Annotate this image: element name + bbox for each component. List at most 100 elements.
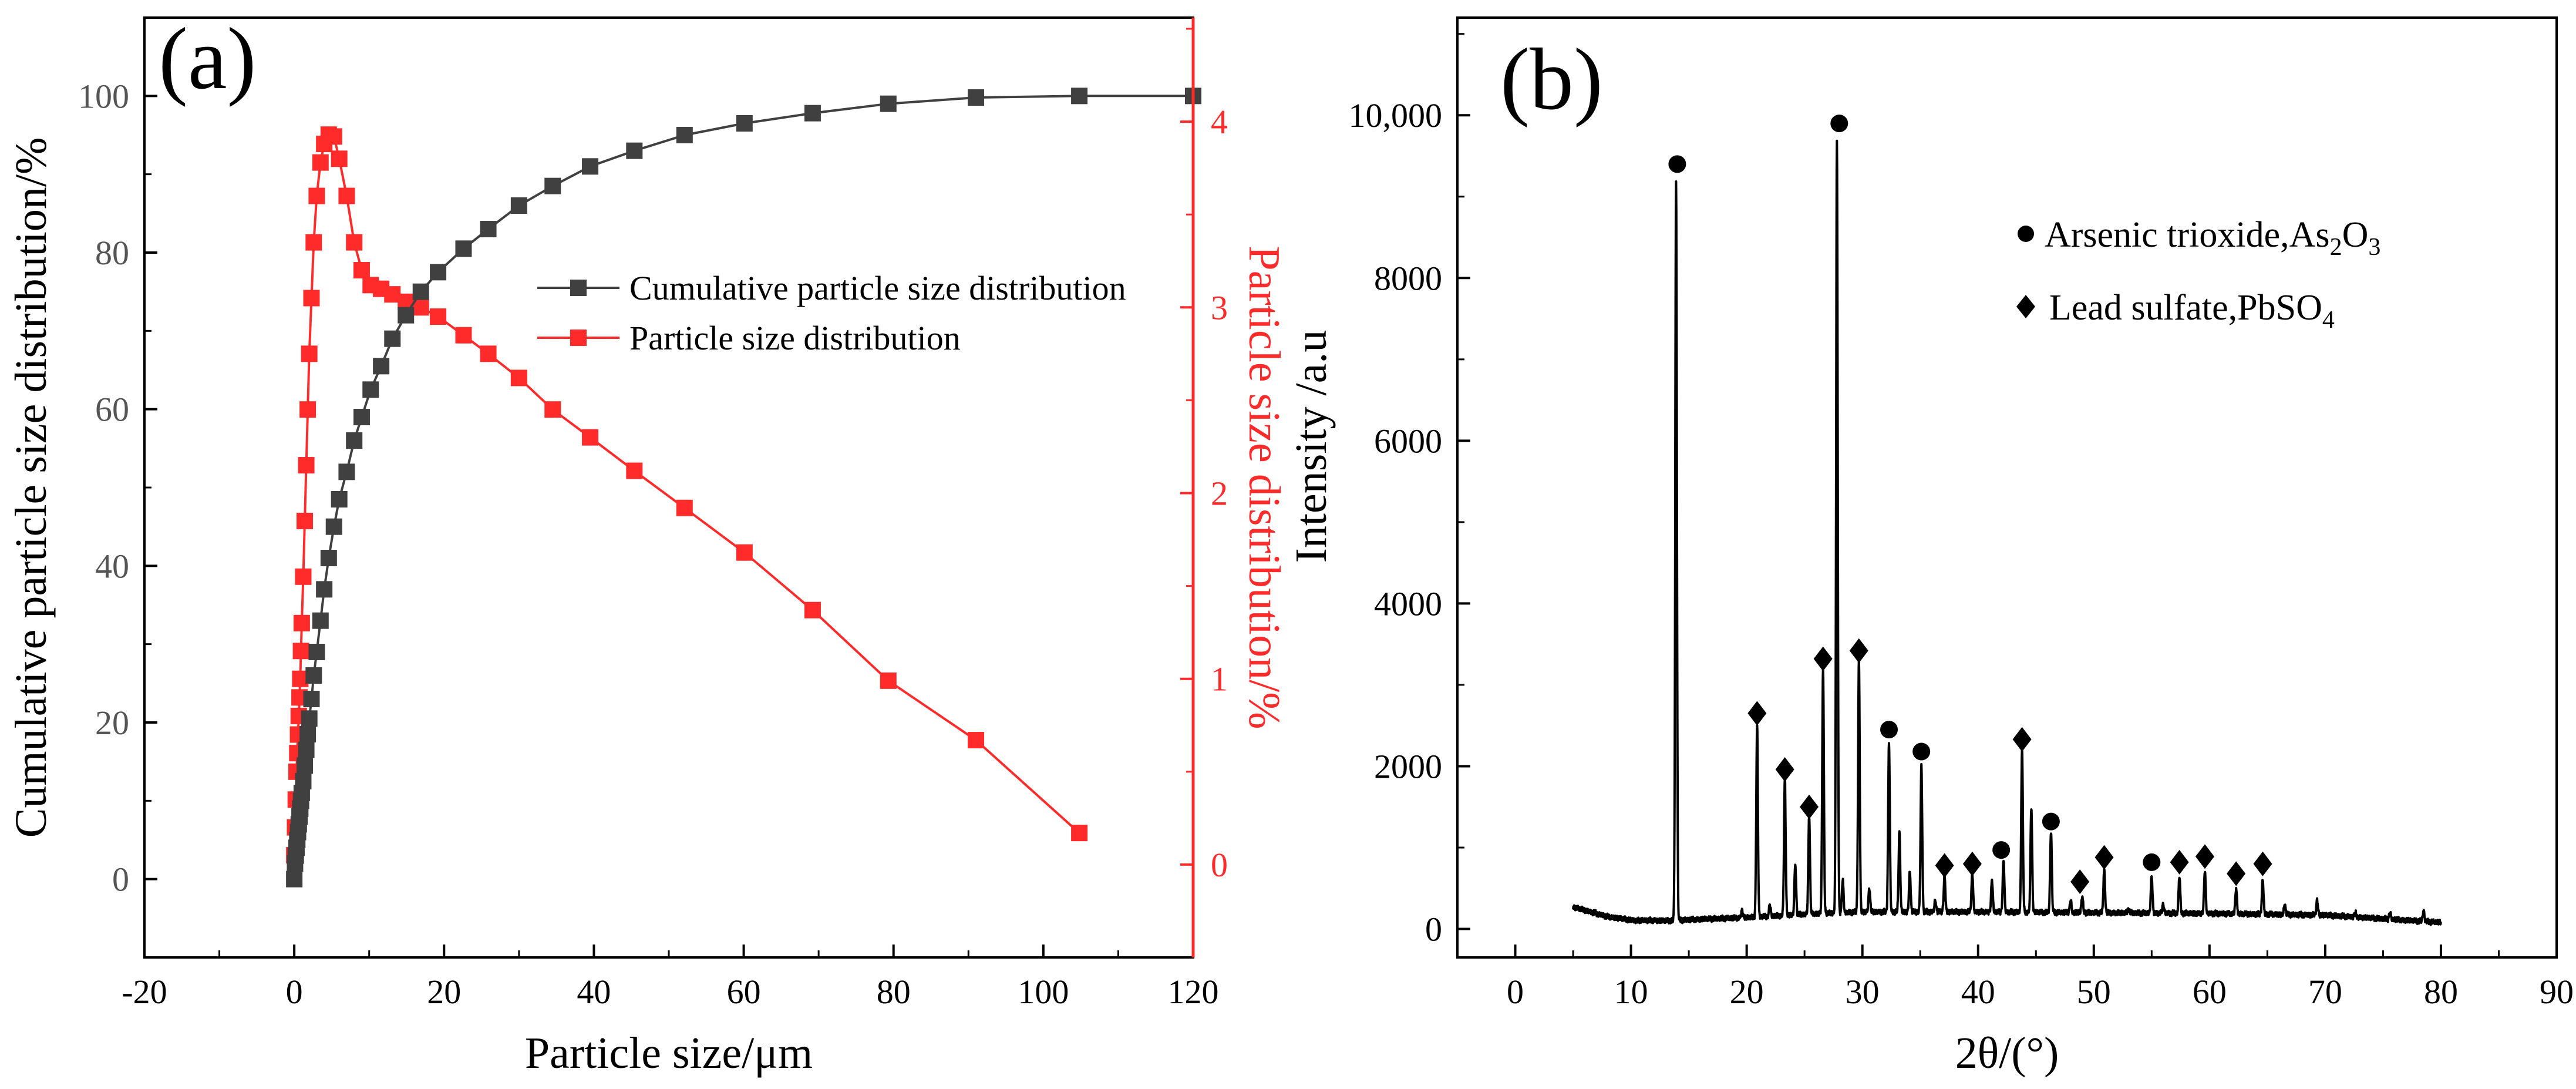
cumulative-point — [480, 221, 497, 237]
cumulative-point — [331, 491, 348, 507]
panel-a-left-y-tick-label: 0 — [112, 861, 129, 899]
distribution-point — [346, 234, 363, 251]
lead-sulfate-peak-marker — [2170, 849, 2189, 875]
panel-b-y-tick-label: 4000 — [1374, 584, 1442, 623]
distribution-point — [544, 401, 561, 418]
distribution-point — [676, 499, 693, 516]
distribution-point — [353, 262, 370, 279]
panel-b-x-tick-label: 80 — [2424, 973, 2458, 1011]
distribution-point — [968, 732, 985, 749]
panel-b-y-tick-label: 10,000 — [1349, 96, 1443, 135]
lead-sulfate-peak-marker — [2227, 861, 2246, 886]
cumulative-point — [804, 105, 821, 122]
cumulative-point — [430, 264, 447, 281]
panel-b-x-tick-label: 10 — [1614, 973, 1648, 1011]
panel-a-left-y-tick-label: 100 — [78, 77, 129, 115]
distribution-point — [308, 187, 325, 204]
cumulative-point — [1071, 88, 1088, 105]
distribution-point — [299, 401, 316, 418]
panel-b-x-tick-label: 30 — [1846, 973, 1880, 1011]
panel-a-right-y-tick-label: 1 — [1211, 660, 1228, 698]
cumulative-point — [312, 612, 329, 629]
cumulative-point — [968, 89, 985, 106]
lead-sulfate-peak-marker — [2070, 869, 2090, 895]
panel-b-peak-markers — [1668, 115, 2272, 895]
cumulative-point — [384, 330, 401, 347]
distribution-point — [298, 457, 315, 474]
panel-b-y-axis-label: Intensity /a.u — [1287, 330, 1336, 563]
cumulative-point — [510, 197, 527, 214]
arsenic-trioxide-peak-marker — [1880, 721, 1898, 739]
distribution-point — [804, 601, 821, 619]
cumulative-point — [338, 463, 355, 480]
panel-b-y-tick-label: 6000 — [1374, 422, 1442, 460]
lead-sulfate-peak-marker — [2012, 727, 2032, 752]
distribution-point — [510, 369, 527, 386]
cumulative-point — [544, 177, 561, 194]
distribution-point — [295, 568, 312, 585]
panel-a-x-tick-label: 100 — [1018, 973, 1069, 1011]
distribution-point — [292, 643, 309, 660]
distribution-point — [626, 462, 643, 479]
cumulative-point — [316, 581, 333, 598]
panel-a-label: (a) — [159, 10, 256, 107]
panel-a-left-y-tick-label: 60 — [95, 391, 129, 429]
legend-cumulative-label: Cumulative particle size distribution — [629, 269, 1126, 307]
panel-b-y-tick-label: 2000 — [1374, 747, 1442, 785]
panel-b-x-tick-label: 70 — [2308, 973, 2342, 1011]
cumulative-point — [880, 95, 897, 112]
cumulative-point — [362, 381, 379, 398]
panel-b-x-axis-label: 2θ/(°) — [1955, 1028, 2059, 1078]
panel-b-plot-frame — [1456, 16, 2558, 959]
lead-sulfate-peak-marker — [1800, 794, 1819, 819]
cumulative-point — [308, 644, 325, 660]
panel-b-x-tick-label: 20 — [1730, 973, 1764, 1011]
lead-sulfate-peak-marker — [1935, 853, 1954, 878]
distribution-point — [301, 345, 318, 362]
cumulative-point — [455, 240, 472, 257]
panel-a-right-y-axis-label: Particle size distribution/% — [1240, 246, 1289, 729]
cumulative-point — [736, 115, 753, 132]
cumulative-point — [303, 691, 320, 707]
distribution-point — [331, 150, 348, 167]
distribution-point — [297, 512, 314, 529]
legend-arsenic-trioxide-label: Arsenic trioxide,As2O3 — [2045, 215, 2380, 261]
distribution-point — [480, 345, 497, 362]
arsenic-trioxide-peak-marker — [1912, 742, 1931, 761]
lead-sulfate-peak-marker — [2095, 845, 2114, 870]
distribution-point — [325, 128, 342, 145]
arsenic-trioxide-peak-marker — [2042, 812, 2060, 831]
distribution-point — [880, 672, 897, 689]
cumulative-point — [346, 432, 363, 449]
panel-b-label: (b) — [1500, 31, 1603, 128]
arsenic-trioxide-peak-marker — [2143, 853, 2161, 871]
panel-b: 0 10 20 30 40 50 60 70 80 90 0 2000 4000 6000 8000 10,0… — [1287, 16, 2574, 1078]
legend-arsenic-trioxide-marker — [2018, 226, 2034, 242]
lead-sulfate-peak-marker — [1962, 851, 1982, 876]
cumulative-point — [582, 158, 599, 175]
panel-a-left-y-tick-label: 40 — [95, 547, 129, 585]
cumulative-point — [676, 127, 693, 143]
panel-a-x-axis-label: Particle size/μm — [525, 1028, 813, 1078]
panel-b-x-tick-label: 60 — [2193, 973, 2227, 1011]
lead-sulfate-peak-marker — [2253, 851, 2272, 876]
panel-a-x-tick-label: 20 — [427, 973, 461, 1011]
lead-sulfate-peak-marker — [2195, 844, 2214, 869]
panel-b-xrd-pattern — [1572, 139, 2442, 926]
panel-a-x-tick-label: 80 — [877, 973, 911, 1011]
panel-a-right-y-tick-label: 2 — [1211, 474, 1228, 512]
cumulative-point — [298, 741, 315, 758]
distribution-point — [1071, 825, 1088, 842]
panel-b-x-tick-label: 0 — [1507, 973, 1524, 1011]
panel-b-x-tick-label: 90 — [2540, 973, 2574, 1011]
panel-a-left-y-tick-label: 20 — [95, 704, 129, 742]
panel-a-x-tick-label: 0 — [286, 973, 303, 1011]
distribution-point — [455, 327, 472, 344]
distribution-point — [736, 544, 753, 561]
panel-a-left-y-tick-label: 80 — [95, 234, 129, 272]
panel-a-right-y-tick-label: 0 — [1211, 846, 1228, 884]
lead-sulfate-peak-marker — [1813, 646, 1833, 671]
panel-a-cumulative-series — [286, 88, 1201, 888]
lead-sulfate-peak-marker — [1849, 638, 1868, 663]
